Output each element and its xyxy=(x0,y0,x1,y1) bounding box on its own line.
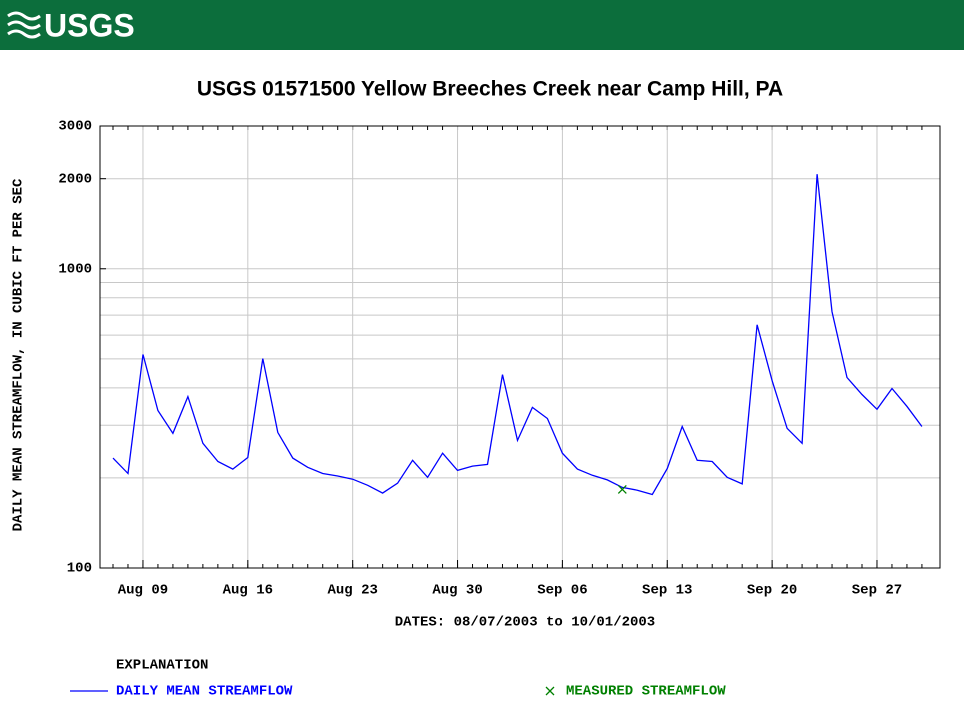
x-tick-label: Sep 06 xyxy=(537,583,587,599)
y-axis-label: DAILY MEAN STREAMFLOW, IN CUBIC FT PER S… xyxy=(11,178,27,531)
legend-title: EXPLANATION xyxy=(116,658,208,674)
legend-swatch xyxy=(545,686,555,696)
logo-waves xyxy=(7,11,41,39)
x-tick-label: Aug 09 xyxy=(118,583,168,599)
x-tick-label: Aug 30 xyxy=(432,583,482,599)
plot-frame xyxy=(99,125,941,569)
header-bar xyxy=(0,0,964,50)
y-tick-label: 1000 xyxy=(58,261,92,277)
x-tick-label: Sep 27 xyxy=(852,583,902,599)
y-tick-label: 100 xyxy=(67,561,92,577)
x-tick-label: Aug 23 xyxy=(327,583,377,599)
measured-point xyxy=(617,485,627,494)
legend-label: MEASURED STREAMFLOW xyxy=(566,684,726,700)
x-tick-label: Aug 16 xyxy=(223,583,273,599)
x-tick-label: Sep 20 xyxy=(747,583,797,599)
legend-label: DAILY MEAN STREAMFLOW xyxy=(116,684,293,700)
y-tick-label: 2000 xyxy=(58,171,92,187)
streamflow-line xyxy=(112,174,923,496)
logo-text: USGS xyxy=(44,7,135,43)
x-axis-label: DATES: 08/07/2003 to 10/01/2003 xyxy=(395,615,655,631)
x-tick-label: Sep 13 xyxy=(642,583,692,599)
y-tick-label: 3000 xyxy=(58,119,92,135)
chart-title: USGS 01571500 Yellow Breeches Creek near… xyxy=(197,78,783,101)
